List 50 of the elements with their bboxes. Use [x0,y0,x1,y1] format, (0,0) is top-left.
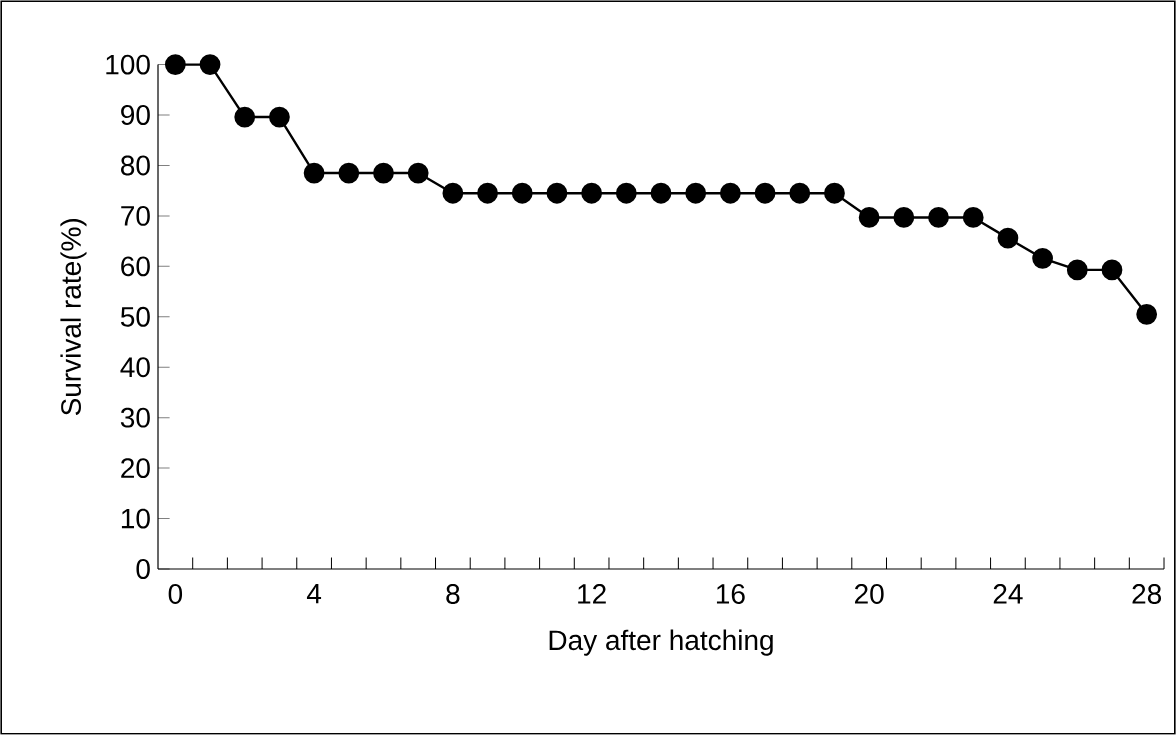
point [754,182,776,204]
x-tick-label: 16 [716,584,745,604]
point [824,182,845,204]
y-tick-label: 40 [120,357,150,378]
y-axis-title: Survival rate(%) [60,219,87,416]
y-tick-label: 100 [106,54,150,75]
point [650,182,672,204]
point [338,162,360,184]
x-tick-label: 0 [168,584,183,604]
point [234,106,256,128]
point [928,207,949,228]
y-tick-label: 30 [120,407,150,428]
y-tick-label: 60 [121,256,150,277]
y-tick-label: 10 [121,508,150,529]
y-tick-label: 0 [136,559,150,579]
point [303,162,325,184]
point [615,182,637,204]
point [373,162,394,184]
y-tick-label: 70 [121,205,150,226]
x-tick-label: 28 [1132,584,1162,604]
point [477,182,498,204]
point [997,227,1019,249]
point [164,54,186,75]
y-tick-label: 20 [121,458,150,479]
point [962,207,984,228]
point [407,162,429,184]
point [1101,259,1123,281]
y-tick-label: 50 [120,306,150,327]
x-tick-label: 12 [578,584,606,604]
point [511,182,533,204]
y-tick-label: 90 [121,105,150,125]
x-tick-label: 20 [854,584,884,604]
y-tick-label: 80 [121,155,150,176]
x-axis-title: Day after hatching [549,629,773,656]
point [858,207,880,228]
point [581,182,603,204]
point [1066,259,1088,281]
point [546,182,568,204]
point [1032,247,1053,269]
point [719,182,741,204]
x-tick-label: 8 [446,584,460,604]
point [442,182,464,204]
point [789,182,811,204]
x-tick-label: 24 [993,584,1023,604]
point [893,207,915,228]
point [269,106,290,128]
point [199,54,221,75]
x-tick-label: 4 [306,584,322,604]
point [685,182,707,204]
point [1136,303,1158,325]
